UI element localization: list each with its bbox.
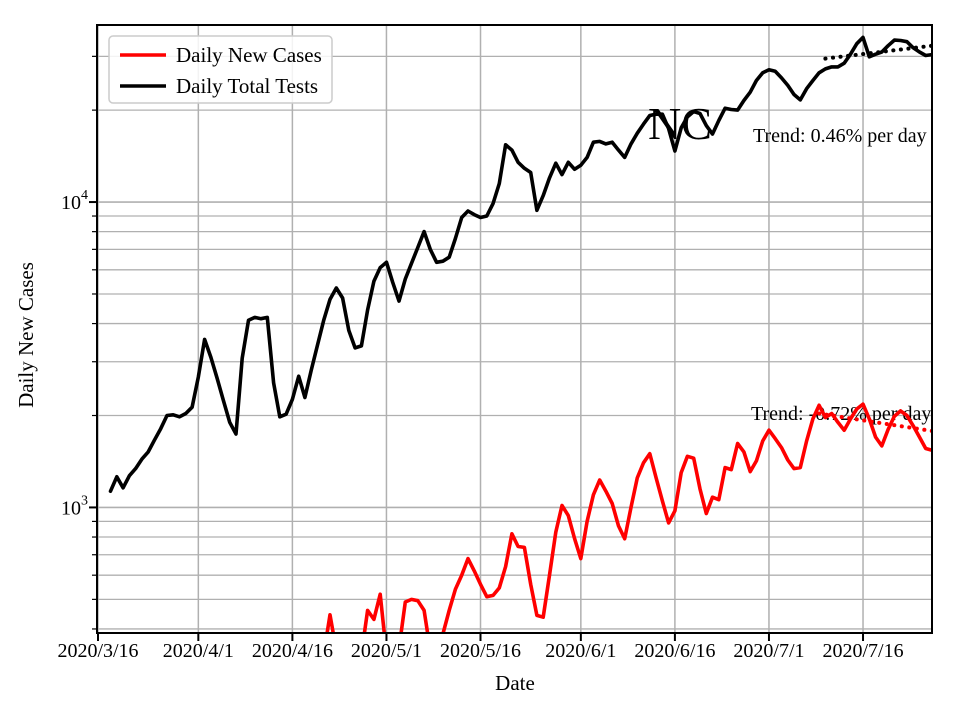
tick-marks <box>89 55 865 641</box>
x-tick-label: 2020/3/16 <box>57 640 138 662</box>
legend: Daily New Cases Daily Total Tests <box>108 35 333 104</box>
x-tick-label: 2020/5/1 <box>351 640 422 662</box>
annotations: NC Trend: 0.46% per day Trend: -0.72% pe… <box>648 98 931 425</box>
trend-annotation-tests: Trend: 0.46% per day <box>753 125 927 147</box>
y-axis-title: Daily New Cases <box>14 262 38 408</box>
plot-border <box>96 24 933 634</box>
x-axis-title: Date <box>495 671 535 695</box>
legend-label: Daily Total Tests <box>176 74 318 98</box>
x-tick-label: 2020/6/1 <box>545 640 616 662</box>
y-tick-labels: 103 104 <box>61 188 88 519</box>
state-label: NC <box>648 98 712 149</box>
data-series <box>108 35 932 633</box>
y-tick-label: 103 <box>61 493 88 519</box>
series-line-daily-new-cases <box>325 402 932 633</box>
trend-lines <box>817 43 932 433</box>
y-tick-label: 104 <box>61 188 88 214</box>
x-tick-label: 2020/7/1 <box>733 640 804 662</box>
series-line-daily-total-tests <box>108 35 932 493</box>
x-tick-label: 2020/5/16 <box>440 640 521 662</box>
x-tick-label: 2020/7/16 <box>822 640 903 662</box>
legend-label: Daily New Cases <box>176 43 322 67</box>
x-tick-label: 2020/6/16 <box>634 640 715 662</box>
trend-line-daily-total-tests <box>823 43 932 61</box>
x-tick-label: 2020/4/1 <box>163 640 234 662</box>
trend-annotation-cases: Trend: -0.72% per day <box>751 403 931 425</box>
legend-entries: Daily New Cases Daily Total Tests <box>120 43 322 98</box>
x-tick-label: 2020/4/16 <box>252 640 333 662</box>
x-tick-labels: 2020/3/16 2020/4/1 2020/4/16 2020/5/1 2020/5… <box>57 640 903 662</box>
